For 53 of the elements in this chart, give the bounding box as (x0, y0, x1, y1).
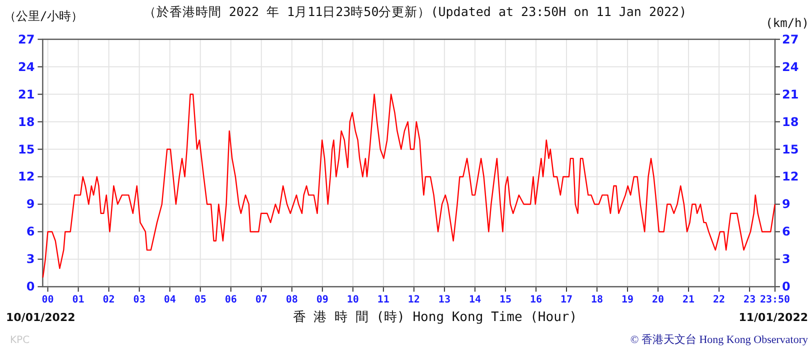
x-tick-label: 17 (560, 294, 573, 306)
x-tick-label: 22 (713, 294, 726, 306)
x-tick-label: 00 (42, 294, 54, 306)
y2-tick-label: 27 (782, 32, 799, 46)
y-tick-label: 15 (18, 142, 35, 156)
y-tick-label: 24 (18, 60, 35, 74)
x-tick-label: 11 (377, 294, 390, 306)
y-tick-label: 6 (26, 224, 35, 239)
x-tick-label: 01 (72, 294, 84, 306)
y2-axis-title: (km/h) (766, 16, 809, 30)
x-tick-label: 14 (468, 294, 481, 306)
text: 10/01/2022 (6, 311, 76, 324)
x-tick-label: 09 (316, 294, 328, 306)
y2-tick-label: 3 (782, 252, 790, 266)
y2-tick-label: 9 (782, 197, 790, 212)
x-tick-label: 12 (408, 294, 420, 306)
x-tick-label: 21 (682, 294, 695, 306)
x-tick-label: 15 (499, 294, 512, 306)
x-axis-title: 香 港 時 間 (時) Hong Kong Time (Hour) (292, 310, 578, 325)
y-tick-label: 21 (18, 87, 35, 102)
y2-tick-label: 6 (782, 224, 790, 239)
x-tick-label: 03 (133, 294, 146, 306)
y-axis-title: （公里/小時） (4, 9, 84, 23)
x-tick-label: 06 (224, 294, 237, 306)
y2-tick-label: 24 (782, 60, 799, 74)
x-tick-label: 23:50 (760, 294, 790, 306)
y2-tick-label: 0 (782, 280, 790, 294)
x-tick-label: 23 (744, 294, 756, 306)
x-tick-label: 04 (164, 294, 176, 306)
y2-tick-label: 21 (782, 87, 799, 102)
y-tick-label: 3 (26, 252, 35, 266)
y-tick-label: 9 (26, 197, 35, 212)
x-tick-label: 10 (346, 294, 359, 306)
x-tick-label: 16 (530, 294, 542, 306)
y-tick-label: 0 (26, 280, 35, 294)
line-series (42, 94, 776, 278)
y2-tick-label: 15 (782, 142, 799, 156)
y2-tick-label: 18 (782, 114, 799, 129)
y-tick-label: 12 (18, 170, 35, 184)
x-tick-label: 07 (255, 294, 268, 306)
text: 11/01/2022 (738, 311, 808, 324)
text: © 香港天文台 Hong Kong Observatory (630, 333, 808, 346)
y-tick-label: 27 (18, 32, 35, 46)
x-tick-label: 05 (194, 294, 206, 306)
x-tick-label: 13 (438, 294, 450, 306)
x-tick-label: 02 (102, 294, 115, 306)
x-tick-label: 20 (652, 294, 664, 306)
x-tick-label: 19 (622, 294, 634, 306)
x-tick-label: 08 (286, 294, 298, 306)
chart-title: （於香港時間 2022 年 1月11日23時50分更新）(Updated at 23:50H on 11 Jan 2022) (143, 4, 687, 19)
x-tick-label: 18 (590, 294, 604, 306)
y-tick-label: 18 (18, 114, 35, 129)
y2-tick-label: 12 (782, 170, 799, 184)
